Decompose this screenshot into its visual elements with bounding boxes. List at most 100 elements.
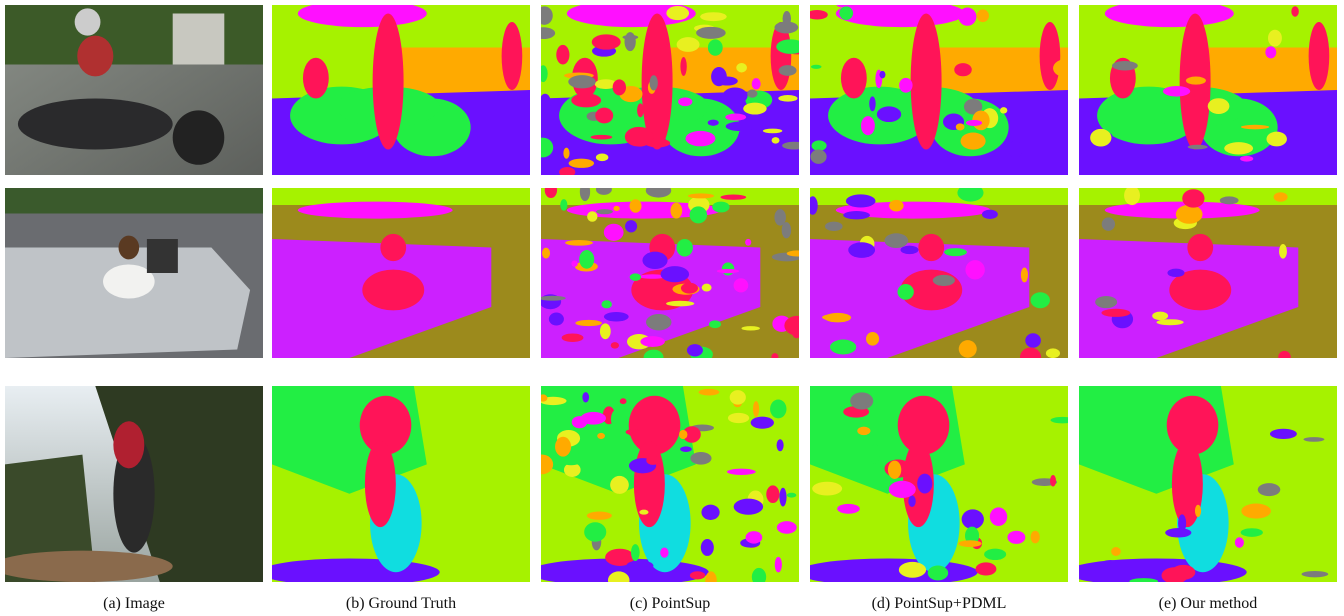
noise-blob bbox=[536, 6, 553, 25]
noise-blob bbox=[626, 429, 639, 435]
region bbox=[303, 58, 329, 99]
noise-blob bbox=[1224, 142, 1253, 154]
noise-blob bbox=[650, 75, 658, 90]
noise-blob bbox=[717, 77, 738, 86]
noise-blob bbox=[702, 284, 712, 292]
noise-blob bbox=[776, 39, 805, 54]
noise-blob bbox=[1100, 560, 1120, 569]
noise-blob bbox=[637, 103, 644, 117]
region bbox=[75, 8, 101, 35]
noise-blob bbox=[1258, 483, 1281, 496]
noise-blob bbox=[690, 452, 711, 465]
noise-blob bbox=[1188, 145, 1208, 150]
noise-blob bbox=[701, 505, 719, 520]
noise-blob bbox=[1008, 141, 1022, 158]
caption: (a) Image bbox=[103, 595, 165, 612]
noise-blob bbox=[690, 206, 708, 223]
region bbox=[119, 236, 140, 260]
noise-blob bbox=[1278, 351, 1291, 364]
noise-blob bbox=[1124, 186, 1140, 205]
region bbox=[797, 558, 978, 585]
noise-blob bbox=[630, 199, 642, 212]
noise-blob bbox=[889, 200, 904, 212]
noise-blob bbox=[677, 37, 700, 52]
region bbox=[5, 188, 263, 214]
noise-blob bbox=[1240, 156, 1253, 162]
noise-blob bbox=[530, 454, 553, 474]
noise-blob bbox=[657, 151, 667, 164]
noise-blob bbox=[961, 133, 986, 150]
noise-blob bbox=[670, 203, 682, 219]
noise-blob bbox=[705, 571, 717, 589]
noise-blob bbox=[933, 275, 955, 286]
noise-blob bbox=[792, 327, 801, 338]
noise-blob bbox=[1046, 348, 1060, 358]
noise-blob bbox=[1274, 192, 1288, 201]
noise-blob bbox=[899, 562, 926, 578]
noise-blob bbox=[846, 194, 876, 207]
region bbox=[380, 234, 406, 261]
noise-blob bbox=[1101, 309, 1130, 317]
region bbox=[173, 14, 225, 65]
noise-blob bbox=[601, 300, 612, 308]
noise-blob bbox=[611, 342, 619, 348]
noise-blob bbox=[751, 417, 774, 429]
segmentation-map bbox=[272, 0, 530, 175]
caption: (e) Our method bbox=[1159, 595, 1258, 612]
noise-blob bbox=[680, 57, 686, 76]
noise-blob bbox=[958, 8, 976, 26]
noise-blob bbox=[545, 182, 557, 198]
noise-blob bbox=[1161, 567, 1187, 584]
noise-blob bbox=[901, 246, 919, 255]
noise-blob bbox=[777, 521, 797, 534]
segmentation-map bbox=[1079, 0, 1337, 175]
noise-blob bbox=[1176, 205, 1203, 224]
noise-blob bbox=[1025, 333, 1041, 347]
noise-blob bbox=[700, 12, 727, 21]
figure: (a) Image(b) Ground Truth(c) PointSup(d)… bbox=[0, 0, 1344, 616]
noise-blob bbox=[666, 301, 694, 307]
caption: (d) PointSup+PDML bbox=[872, 595, 1007, 612]
noise-blob bbox=[595, 108, 613, 124]
region bbox=[502, 22, 523, 90]
noise-blob bbox=[782, 142, 806, 150]
noise-blob bbox=[556, 45, 569, 65]
region bbox=[5, 248, 250, 359]
noise-blob bbox=[624, 32, 635, 51]
noise-blob bbox=[753, 401, 759, 417]
noise-blob bbox=[877, 106, 901, 122]
noise-blob bbox=[604, 312, 629, 321]
noise-blob bbox=[1167, 269, 1184, 277]
noise-blob bbox=[917, 474, 932, 494]
noise-blob bbox=[575, 320, 602, 326]
noise-blob bbox=[661, 266, 690, 282]
noise-blob bbox=[604, 224, 624, 241]
noise-blob bbox=[884, 233, 908, 248]
noise-blob bbox=[745, 239, 751, 246]
noise-blob bbox=[687, 344, 703, 356]
noise-blob bbox=[1165, 528, 1191, 537]
noise-blob bbox=[591, 135, 613, 140]
region bbox=[836, 0, 965, 27]
noise-blob bbox=[779, 488, 786, 507]
noise-blob bbox=[752, 568, 766, 586]
segmentation-map bbox=[532, 0, 806, 177]
noise-blob bbox=[787, 250, 808, 256]
noise-blob bbox=[736, 63, 747, 72]
noise-blob bbox=[690, 571, 705, 579]
noise-blob bbox=[611, 409, 624, 429]
noise-blob bbox=[1279, 244, 1287, 259]
noise-blob bbox=[639, 510, 648, 515]
noise-blob bbox=[746, 531, 763, 544]
caption: (c) PointSup bbox=[630, 595, 710, 612]
noise-blob bbox=[743, 103, 766, 115]
noise-blob bbox=[721, 195, 747, 200]
noise-blob bbox=[957, 184, 983, 202]
noise-blob bbox=[613, 79, 626, 95]
noise-blob bbox=[696, 27, 726, 39]
noise-blob bbox=[1095, 296, 1117, 308]
noise-blob bbox=[857, 427, 870, 436]
noise-blob bbox=[730, 390, 746, 404]
noise-blob bbox=[646, 456, 659, 465]
segmentation-map bbox=[272, 188, 530, 358]
